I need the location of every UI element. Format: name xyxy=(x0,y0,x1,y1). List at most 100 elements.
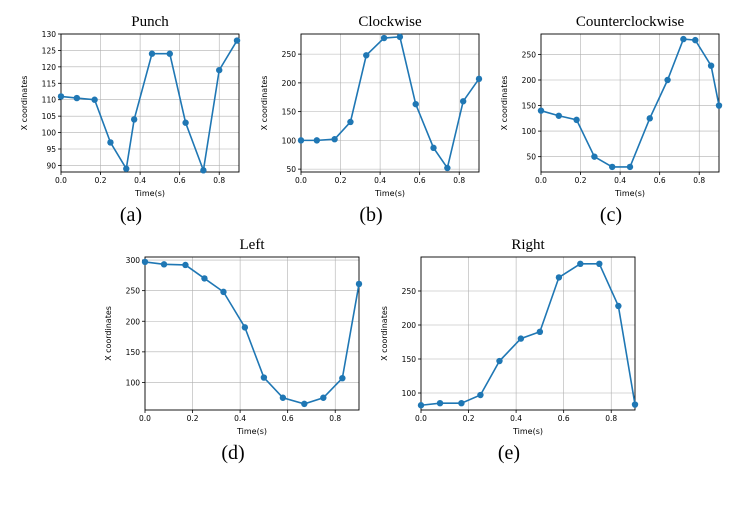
series-marker xyxy=(577,261,583,267)
series-marker xyxy=(556,274,562,280)
svg-text:90: 90 xyxy=(46,161,56,170)
chart-title-c: Counterclockwise xyxy=(576,14,685,30)
svg-text:300: 300 xyxy=(126,256,141,265)
panel-a: 0.00.20.40.60.89095100105110115120125130… xyxy=(15,12,247,227)
series-marker xyxy=(131,116,137,122)
svg-text:0.8: 0.8 xyxy=(693,176,705,185)
panel-sublabel-c: (c) xyxy=(600,204,622,227)
svg-text:0.2: 0.2 xyxy=(463,414,475,423)
svg-text:0.6: 0.6 xyxy=(174,176,186,185)
series-marker xyxy=(142,259,148,265)
svg-text:50: 50 xyxy=(526,153,536,162)
svg-text:150: 150 xyxy=(522,102,537,111)
series-marker xyxy=(234,37,240,43)
y-axis-label: X coordinates xyxy=(104,306,113,361)
svg-text:250: 250 xyxy=(126,287,141,296)
series-marker xyxy=(161,261,167,267)
svg-text:0.6: 0.6 xyxy=(558,414,570,423)
svg-text:0.4: 0.4 xyxy=(614,176,626,185)
svg-text:150: 150 xyxy=(282,108,297,117)
series-marker xyxy=(437,400,443,406)
x-axis-label: Time(s) xyxy=(236,427,267,436)
chart-c: 0.00.20.40.60.850100150200250Time(s)X co… xyxy=(495,12,727,202)
svg-text:0.8: 0.8 xyxy=(453,176,465,185)
svg-text:0.4: 0.4 xyxy=(134,176,146,185)
chart-e: 0.00.20.40.60.8100150200250Time(s)X coor… xyxy=(375,235,643,440)
series-marker xyxy=(664,77,670,83)
series-marker xyxy=(280,395,286,401)
series-marker xyxy=(591,153,597,159)
series-marker xyxy=(220,289,226,295)
chart-b: 0.00.20.40.60.850100150200250Time(s)X co… xyxy=(255,12,487,202)
series-marker xyxy=(609,164,615,170)
svg-text:125: 125 xyxy=(42,46,57,55)
series-marker xyxy=(708,62,714,68)
panel-b: 0.00.20.40.60.850100150200250Time(s)X co… xyxy=(255,12,487,227)
series-marker xyxy=(167,51,173,57)
y-axis-label: X coordinates xyxy=(500,76,509,131)
svg-text:200: 200 xyxy=(282,79,297,88)
series-marker xyxy=(460,98,466,104)
series-marker xyxy=(632,401,638,407)
svg-text:105: 105 xyxy=(42,112,57,121)
svg-text:110: 110 xyxy=(42,96,57,105)
chart-a: 0.00.20.40.60.89095100105110115120125130… xyxy=(15,12,247,202)
x-axis-label: Time(s) xyxy=(512,427,543,436)
series-marker xyxy=(596,261,602,267)
svg-text:200: 200 xyxy=(126,317,141,326)
series-marker xyxy=(518,335,524,341)
series-marker xyxy=(356,281,362,287)
panel-sublabel-b: (b) xyxy=(359,204,382,227)
chart-title-b: Clockwise xyxy=(358,14,422,30)
panel-sublabel-d: (d) xyxy=(221,442,244,465)
series-marker xyxy=(647,115,653,121)
series-marker xyxy=(556,113,562,119)
svg-text:100: 100 xyxy=(282,136,297,145)
svg-text:100: 100 xyxy=(126,378,141,387)
y-axis-label: X coordinates xyxy=(260,76,269,131)
chart-title-a: Punch xyxy=(131,14,169,30)
x-axis-label: Time(s) xyxy=(614,189,645,198)
chart-d: 0.00.20.40.60.8100150200250300Time(s)X c… xyxy=(99,235,367,440)
series-marker xyxy=(182,262,188,268)
svg-text:0.6: 0.6 xyxy=(654,176,666,185)
series-marker xyxy=(242,324,248,330)
series-marker xyxy=(418,402,424,408)
series-marker xyxy=(538,107,544,113)
series-marker xyxy=(123,166,129,172)
svg-text:0.8: 0.8 xyxy=(213,176,225,185)
series-marker xyxy=(216,67,222,73)
svg-text:250: 250 xyxy=(282,50,297,59)
series-marker xyxy=(413,101,419,107)
svg-text:150: 150 xyxy=(126,348,141,357)
svg-text:0.2: 0.2 xyxy=(575,176,587,185)
series-marker xyxy=(496,358,502,364)
svg-text:50: 50 xyxy=(286,165,296,174)
series-marker xyxy=(200,167,206,173)
series-marker xyxy=(107,139,113,145)
svg-text:0.6: 0.6 xyxy=(414,176,426,185)
series-marker xyxy=(477,392,483,398)
series-marker xyxy=(331,136,337,142)
series-marker xyxy=(261,374,267,380)
svg-text:0.8: 0.8 xyxy=(605,414,617,423)
series-marker xyxy=(347,119,353,125)
series-marker xyxy=(615,303,621,309)
svg-text:120: 120 xyxy=(42,63,57,72)
series-marker xyxy=(314,137,320,143)
svg-text:0.4: 0.4 xyxy=(510,414,522,423)
series-marker xyxy=(149,51,155,57)
series-marker xyxy=(476,76,482,82)
series-marker xyxy=(91,97,97,103)
series-marker xyxy=(320,395,326,401)
series-marker xyxy=(201,275,207,281)
series-marker xyxy=(430,145,436,151)
svg-text:0.0: 0.0 xyxy=(415,414,427,423)
series-marker xyxy=(680,36,686,42)
series-marker xyxy=(627,164,633,170)
panel-d: 0.00.20.40.60.8100150200250300Time(s)X c… xyxy=(99,235,367,465)
svg-text:0.0: 0.0 xyxy=(55,176,67,185)
series-marker xyxy=(339,375,345,381)
svg-text:0.4: 0.4 xyxy=(234,414,246,423)
svg-text:0.6: 0.6 xyxy=(282,414,294,423)
